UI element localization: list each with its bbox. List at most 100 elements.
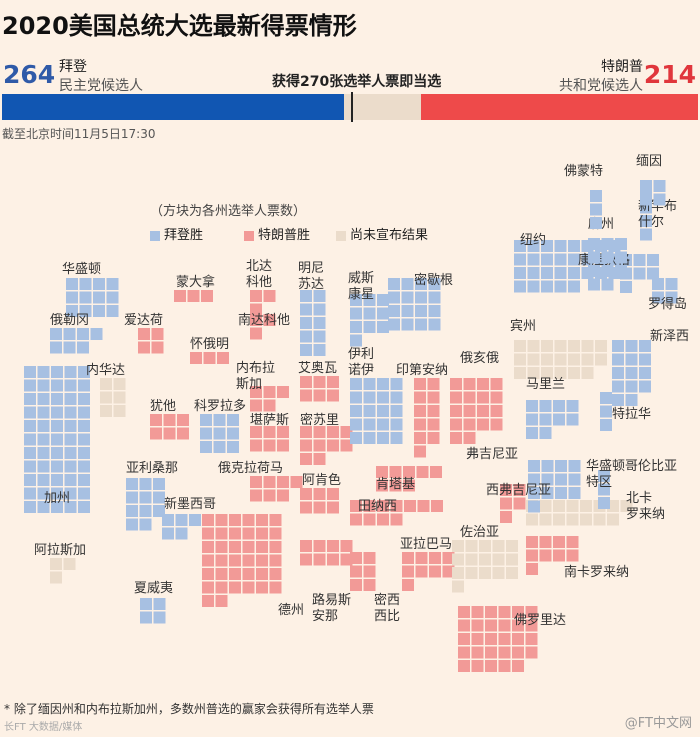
vote-tile (525, 619, 538, 632)
state-label: 阿肯色 (302, 472, 341, 488)
state-label: 苏达 (298, 276, 324, 292)
vote-tile (427, 378, 440, 390)
vote-tile (471, 606, 484, 618)
state-宾州 (514, 340, 607, 379)
vote-tile (139, 491, 152, 504)
vote-tile (215, 514, 228, 526)
vote-tile (581, 367, 594, 379)
state-label: 佛罗里达 (514, 613, 566, 628)
state-密苏里 (300, 426, 353, 465)
vote-tile (79, 291, 92, 304)
vote-tile (390, 418, 403, 431)
vote-tile (492, 540, 505, 552)
vote-tile (202, 554, 214, 567)
vote-tile (350, 513, 362, 526)
vote-tile (77, 328, 89, 340)
vote-tile (588, 278, 600, 291)
vote-tile (615, 265, 627, 277)
vote-tile (250, 426, 262, 438)
vote-tile (350, 307, 362, 320)
biden-party: 民主党候选人 (59, 78, 143, 94)
vote-tile (492, 567, 505, 579)
vote-tile (463, 432, 476, 444)
vote-tile (566, 413, 579, 426)
vote-tile (313, 344, 326, 356)
vote-tile (415, 278, 427, 290)
vote-tile (250, 399, 262, 412)
vote-tile (647, 254, 659, 266)
state-北达科他 (250, 290, 276, 316)
state-罗得岛 (652, 278, 678, 304)
vote-tile (300, 376, 312, 388)
vote-tile (514, 367, 526, 379)
vote-tile (595, 353, 607, 366)
state-label: 华盛顿哥伦比亚 (586, 459, 677, 474)
state-威斯康星 (350, 294, 389, 347)
vote-tile (458, 646, 470, 659)
vote-tile (313, 389, 326, 402)
vote-tile (93, 278, 105, 290)
vote-tile (555, 473, 567, 486)
state-佛罗里达 (458, 606, 538, 672)
vote-tile (300, 453, 312, 465)
vote-tile (363, 513, 376, 526)
vote-tile (24, 501, 36, 513)
vote-tile (588, 251, 600, 264)
vote-tile (665, 278, 678, 290)
vote-tile (363, 432, 376, 444)
vote-tile (568, 280, 580, 293)
vote-tile (593, 513, 606, 526)
vote-tile (300, 488, 312, 500)
state-label: 密西 (374, 592, 400, 608)
vote-tile (500, 497, 512, 510)
state-label: 西比 (374, 609, 400, 624)
vote-tile (498, 646, 511, 659)
vote-tile (390, 513, 403, 526)
vote-tile (64, 379, 77, 392)
vote-tile (526, 427, 538, 439)
vote-tile (201, 290, 213, 302)
vote-tile (227, 427, 239, 440)
vote-tile (390, 378, 403, 390)
vote-tile (512, 619, 524, 632)
vote-tile (414, 391, 426, 404)
vote-tile (37, 460, 50, 473)
vote-tile (377, 378, 389, 390)
vote-tile (250, 476, 262, 488)
state-佛蒙特 (590, 190, 602, 229)
vote-tile (525, 633, 538, 645)
vote-tile (242, 581, 255, 594)
vote-tile (213, 427, 226, 440)
state-label: 亚拉巴马 (400, 537, 452, 552)
vote-tile (442, 565, 455, 578)
vote-tile (526, 549, 538, 562)
vote-tile (340, 439, 353, 452)
state-西弗吉尼亚 (500, 484, 526, 523)
vote-tile (403, 479, 415, 492)
state-加州 (24, 366, 90, 513)
vote-tile (256, 541, 268, 553)
vote-tile (37, 420, 50, 432)
vote-tile (37, 487, 50, 500)
vote-tile (581, 340, 594, 352)
state-label: 罗来纳 (626, 507, 665, 522)
vote-tile (162, 527, 174, 540)
vote-tile (568, 473, 581, 486)
vote-tile (100, 405, 112, 417)
state-新墨西哥 (162, 514, 201, 540)
vote-tile (64, 433, 77, 446)
vote-tile (350, 432, 362, 444)
vote-tile (665, 291, 678, 304)
vote-tile (452, 540, 464, 552)
vote-tile (78, 420, 90, 432)
page-title: 2020美国总统大选最新得票情形 (2, 12, 357, 40)
vote-tile (350, 418, 362, 431)
vote-tile (539, 513, 552, 526)
vote-tile (363, 500, 376, 512)
vote-tile (414, 418, 426, 431)
vote-tile (64, 460, 77, 473)
vote-tile (625, 380, 638, 393)
state-田纳西 (350, 500, 443, 526)
vote-tile (554, 367, 567, 379)
vote-tile (401, 278, 414, 290)
